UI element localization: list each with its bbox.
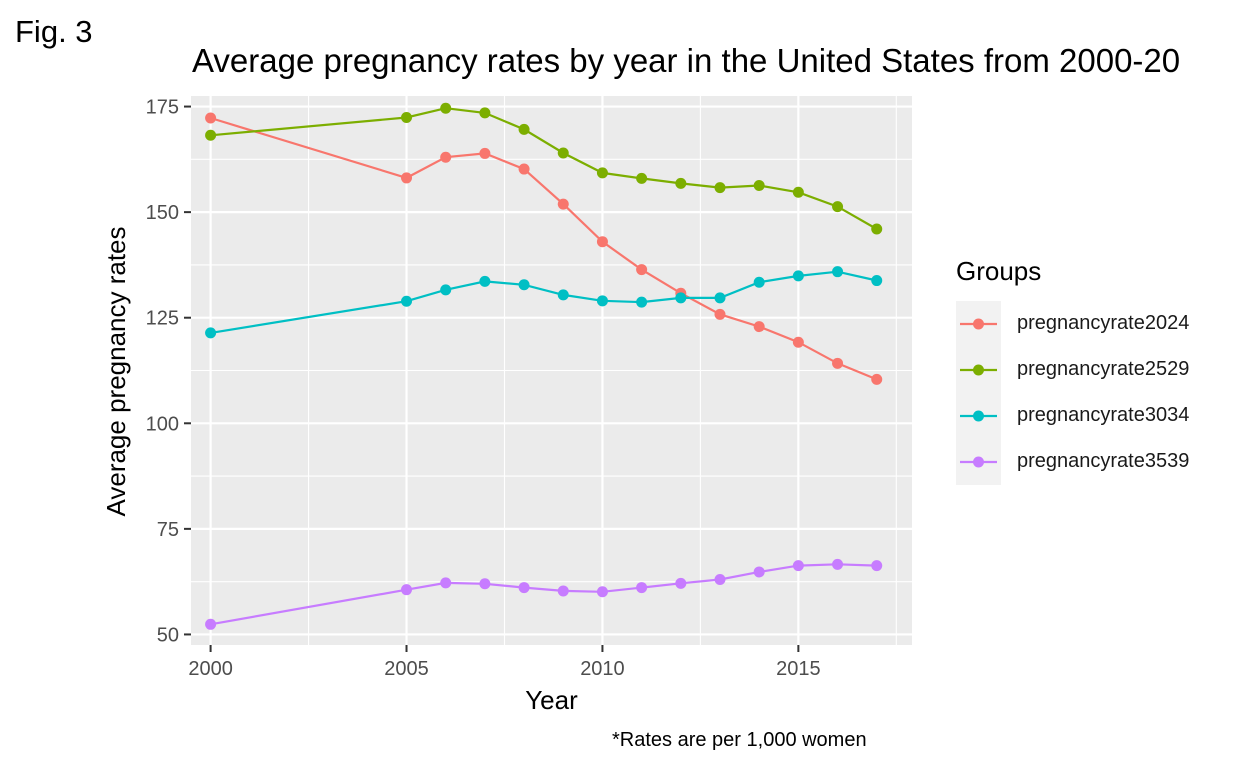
legend-item: pregnancyrate3539 xyxy=(956,439,1226,485)
data-point-pregnancyrate3034 xyxy=(832,266,844,278)
data-point-pregnancyrate2529 xyxy=(479,107,491,119)
data-point-pregnancyrate2529 xyxy=(518,123,530,135)
data-point-pregnancyrate3539 xyxy=(440,577,452,589)
data-point-pregnancyrate3539 xyxy=(596,586,608,598)
legend-item: pregnancyrate2529 xyxy=(956,347,1226,393)
data-point-pregnancyrate3539 xyxy=(871,560,883,572)
data-point-pregnancyrate2529 xyxy=(440,102,452,114)
y-axis-title: Average pregnancy rates xyxy=(101,226,131,516)
legend-key-background xyxy=(956,301,1001,485)
data-point-pregnancyrate2024 xyxy=(714,308,726,320)
y-tick-label: 150 xyxy=(146,202,179,224)
footnote: *Rates are per 1,000 women xyxy=(612,729,867,751)
data-point-pregnancyrate3034 xyxy=(440,284,452,296)
data-point-pregnancyrate3539 xyxy=(401,584,413,596)
data-point-pregnancyrate2529 xyxy=(675,177,687,189)
series-line-pregnancyrate2024 xyxy=(210,116,878,381)
data-point-pregnancyrate3034 xyxy=(596,295,608,307)
data-point-pregnancyrate2024 xyxy=(557,198,569,210)
series-line-pregnancyrate2529 xyxy=(210,107,878,230)
data-point-pregnancyrate2529 xyxy=(596,167,608,179)
data-point-pregnancyrate3539 xyxy=(518,582,530,594)
legend-swatch xyxy=(960,456,997,468)
legend: Groups pregnancyrate2024 pregnancyrate25… xyxy=(956,256,1226,491)
legend-swatch xyxy=(960,318,997,330)
legend-item: pregnancyrate3034 xyxy=(956,393,1226,439)
y-tick-label: 100 xyxy=(146,413,179,435)
figure-label: Fig. 3 xyxy=(15,14,93,49)
data-point-pregnancyrate2529 xyxy=(714,182,726,194)
data-point-pregnancyrate3539 xyxy=(753,566,765,578)
data-point-pregnancyrate3539 xyxy=(205,618,217,630)
data-point-pregnancyrate2024 xyxy=(753,321,765,333)
x-tick-label: 2005 xyxy=(384,658,429,680)
data-point-pregnancyrate2529 xyxy=(557,147,569,159)
legend-label: pregnancyrate2024 xyxy=(1017,312,1190,334)
x-tick-label: 2000 xyxy=(188,658,233,680)
x-axis-title: Year xyxy=(525,685,578,715)
data-point-pregnancyrate2529 xyxy=(636,172,648,184)
grid-major xyxy=(191,96,912,645)
data-point-pregnancyrate3539 xyxy=(832,558,844,570)
data-point-pregnancyrate2529 xyxy=(871,223,883,235)
series-line-pregnancyrate3539 xyxy=(210,563,877,626)
y-tick-label: 175 xyxy=(146,97,179,119)
data-point-pregnancyrate3034 xyxy=(675,292,687,304)
data-point-pregnancyrate3539 xyxy=(714,574,726,586)
data-point-pregnancyrate3034 xyxy=(479,275,491,287)
data-point-pregnancyrate2024 xyxy=(636,264,648,276)
data-point-pregnancyrate3539 xyxy=(636,582,648,594)
data-point-pregnancyrate3034 xyxy=(753,276,765,288)
data-point-pregnancyrate3034 xyxy=(714,292,726,304)
y-tick-label: 125 xyxy=(146,308,179,330)
data-point-pregnancyrate2024 xyxy=(596,236,608,248)
data-point-pregnancyrate2024 xyxy=(871,373,883,385)
data-point-pregnancyrate3034 xyxy=(636,296,648,308)
legend-label: pregnancyrate3539 xyxy=(1017,450,1190,472)
legend-title: Groups xyxy=(956,256,1042,286)
series-lines xyxy=(210,107,878,626)
x-tick-label: 2015 xyxy=(776,658,821,680)
data-point-pregnancyrate3539 xyxy=(675,577,687,589)
data-point-pregnancyrate2024 xyxy=(518,163,530,175)
data-point-pregnancyrate2024 xyxy=(479,147,491,159)
chart-title: Average pregnancy rates by year in the U… xyxy=(192,42,1181,79)
y-tick-label: 50 xyxy=(157,624,179,646)
data-point-pregnancyrate2529 xyxy=(832,201,844,213)
data-point-pregnancyrate2024 xyxy=(205,112,217,124)
data-point-pregnancyrate3034 xyxy=(518,279,530,291)
data-point-pregnancyrate3034 xyxy=(557,289,569,301)
data-point-pregnancyrate2529 xyxy=(205,129,217,141)
data-point-pregnancyrate3539 xyxy=(479,578,491,590)
legend-label: pregnancyrate3034 xyxy=(1017,404,1190,426)
series-line-pregnancyrate3034 xyxy=(210,270,877,334)
legend-swatch xyxy=(960,364,997,376)
data-point-pregnancyrate3034 xyxy=(871,275,883,287)
series-points xyxy=(205,102,883,630)
data-point-pregnancyrate2024 xyxy=(792,336,804,348)
data-point-pregnancyrate3034 xyxy=(792,270,804,282)
data-point-pregnancyrate2529 xyxy=(792,186,804,198)
axis-ticks: 2000 2005 2010 2015 50 75 100 125 150 175 xyxy=(146,97,821,680)
data-point-pregnancyrate2024 xyxy=(440,151,452,163)
data-point-pregnancyrate3034 xyxy=(401,295,413,307)
data-point-pregnancyrate3539 xyxy=(557,585,569,597)
data-point-pregnancyrate2529 xyxy=(753,180,765,192)
data-point-pregnancyrate2024 xyxy=(401,172,413,184)
data-point-pregnancyrate2024 xyxy=(832,357,844,369)
legend-item: pregnancyrate2024 xyxy=(956,301,1226,347)
y-tick-label: 75 xyxy=(157,519,179,541)
legend-label: pregnancyrate2529 xyxy=(1017,358,1190,380)
grid-minor xyxy=(191,96,912,645)
data-point-pregnancyrate2529 xyxy=(401,112,413,124)
data-point-pregnancyrate3034 xyxy=(205,327,217,339)
legend-swatch xyxy=(960,410,997,422)
x-tick-label: 2010 xyxy=(580,658,625,680)
data-point-pregnancyrate3539 xyxy=(792,560,804,572)
